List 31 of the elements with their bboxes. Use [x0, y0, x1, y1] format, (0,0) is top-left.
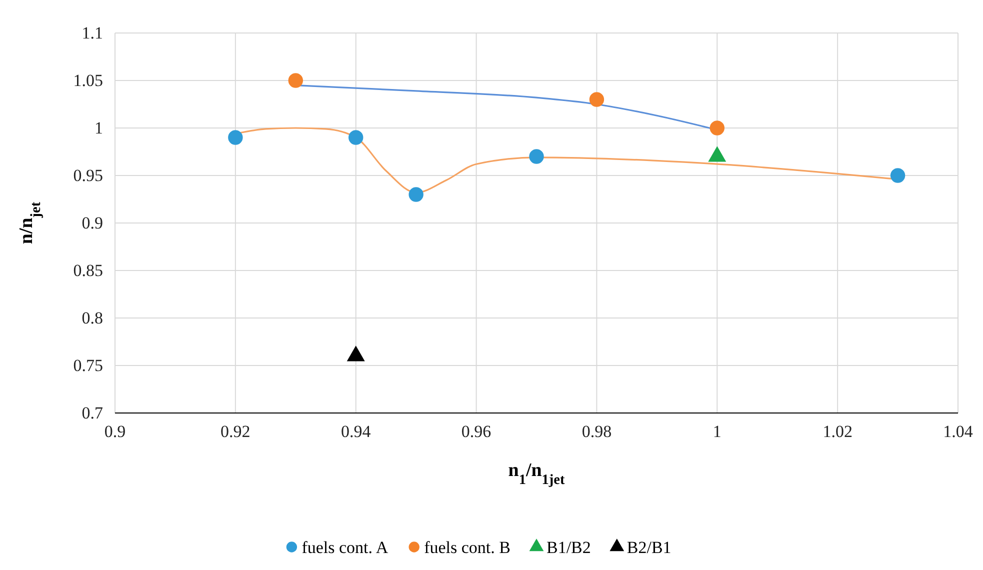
legend-label: fuels cont. A — [302, 538, 389, 557]
x-tick-label: 1.04 — [943, 422, 974, 442]
x-tick-label: 0.98 — [582, 422, 612, 442]
x-tick-label: 1.02 — [822, 422, 852, 442]
y-tick-label: 0.75 — [73, 356, 103, 375]
y-tick-label: 0.85 — [73, 260, 103, 280]
point — [348, 130, 364, 145]
legend-label: B2/B1 — [626, 538, 672, 557]
x-tick-label: 0.96 — [461, 422, 492, 442]
legend-label: fuels cont. B — [424, 538, 510, 557]
y-tick-label: 1 — [94, 118, 103, 138]
x-tick-label: 0.92 — [220, 422, 250, 442]
point — [529, 149, 544, 164]
y-tick-label: 0.7 — [82, 403, 104, 422]
point — [346, 346, 365, 362]
point — [890, 168, 906, 183]
y-tick-label: 0.9 — [82, 213, 103, 232]
point — [228, 130, 243, 145]
x-tick-label: 0.9 — [104, 422, 126, 442]
y-tick-label: 1.05 — [73, 70, 103, 90]
legend-label: B1/B2 — [546, 538, 591, 557]
x-axis-title: n$_{1}$/n$_{1jet}$ — [508, 460, 565, 488]
y-tick-label: 0.95 — [73, 166, 103, 185]
point — [589, 92, 604, 107]
point — [408, 187, 424, 202]
x-tick-label: 0.94 — [340, 422, 372, 442]
x-tick-label: 1 — [712, 422, 722, 442]
y-tick-label: 0.8 — [82, 308, 103, 328]
point — [710, 120, 724, 136]
y-tick-label: 1.1 — [82, 23, 103, 42]
point — [288, 73, 303, 88]
